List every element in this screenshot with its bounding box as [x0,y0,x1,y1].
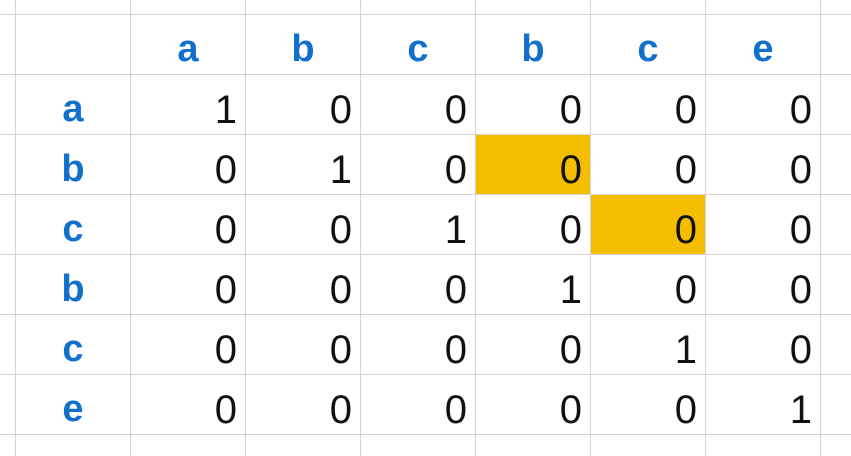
matrix-cell[interactable]: 0 [214,148,237,192]
column-header-cell[interactable]: c [407,28,429,70]
matrix-cell[interactable]: 0 [214,388,237,432]
matrix-cell[interactable]: 0 [789,208,812,252]
column-header-cell[interactable]: b [291,28,315,70]
gridline-vertical [590,0,591,456]
matrix-cell[interactable]: 0 [674,88,697,132]
column-header-cell[interactable]: b [521,28,545,70]
matrix-cell[interactable]: 1 [214,88,237,132]
matrix-cell[interactable]: 0 [444,388,467,432]
matrix-cell[interactable]: 0 [329,208,352,252]
highlighted-cell[interactable]: 0 [476,135,590,194]
matrix-cell[interactable]: 0 [789,268,812,312]
gridline-vertical [475,0,476,456]
matrix-cell[interactable]: 0 [789,88,812,132]
column-header-cell[interactable]: a [177,28,199,70]
gridline-vertical [705,0,706,456]
row-header-cell[interactable]: b [61,148,85,190]
matrix-cell[interactable]: 0 [214,268,237,312]
gridline-horizontal [0,374,851,375]
matrix-cell[interactable]: 0 [674,148,697,192]
gridline-vertical [360,0,361,456]
matrix-cell[interactable]: 0 [329,328,352,372]
matrix-cell[interactable]: 0 [444,88,467,132]
matrix-cell[interactable]: 0 [559,88,582,132]
gridline-horizontal [0,314,851,315]
gridline-horizontal [0,434,851,435]
row-header-cell[interactable]: a [62,88,84,130]
matrix-cell[interactable]: 0 [329,268,352,312]
matrix-cell[interactable]: 0 [444,268,467,312]
matrix-cell[interactable]: 0 [559,328,582,372]
gridline-horizontal [0,134,851,135]
matrix-cell[interactable]: 1 [559,268,582,312]
column-header-cell[interactable]: e [752,28,774,70]
row-header-cell[interactable]: b [61,268,85,310]
matrix-cell[interactable]: 0 [444,148,467,192]
column-header-cell[interactable]: c [637,28,659,70]
gridline-vertical [15,0,16,456]
matrix-cell[interactable]: 0 [214,328,237,372]
row-header-cell[interactable]: e [62,388,84,430]
row-header-cell[interactable]: c [62,328,84,370]
matrix-cell[interactable]: 0 [789,148,812,192]
matrix-cell[interactable]: 0 [559,388,582,432]
matrix-cell[interactable]: 1 [444,208,467,252]
gridline-horizontal [0,194,851,195]
matrix-cell[interactable]: 1 [329,148,352,192]
matrix-cell[interactable]: 0 [444,328,467,372]
gridline-vertical [130,0,131,456]
highlighted-cell[interactable]: 0 [591,195,705,254]
matrix-cell[interactable]: 0 [214,208,237,252]
matrix-cell[interactable]: 1 [674,328,697,372]
gridline-horizontal [0,74,851,75]
gridline-horizontal [0,254,851,255]
gridline-vertical [245,0,246,456]
row-header-cell[interactable]: c [62,208,84,250]
gridline-vertical [820,0,821,456]
matrix-cell[interactable]: 0 [329,388,352,432]
matrix-cell[interactable]: 0 [789,328,812,372]
matrix-cell[interactable]: 1 [789,388,812,432]
matrix-cell[interactable]: 0 [559,208,582,252]
matrix-cell[interactable]: 0 [329,88,352,132]
matrix-cell[interactable]: 0 [674,388,697,432]
matrix-cell[interactable]: 0 [674,268,697,312]
gridline-horizontal [0,14,851,15]
